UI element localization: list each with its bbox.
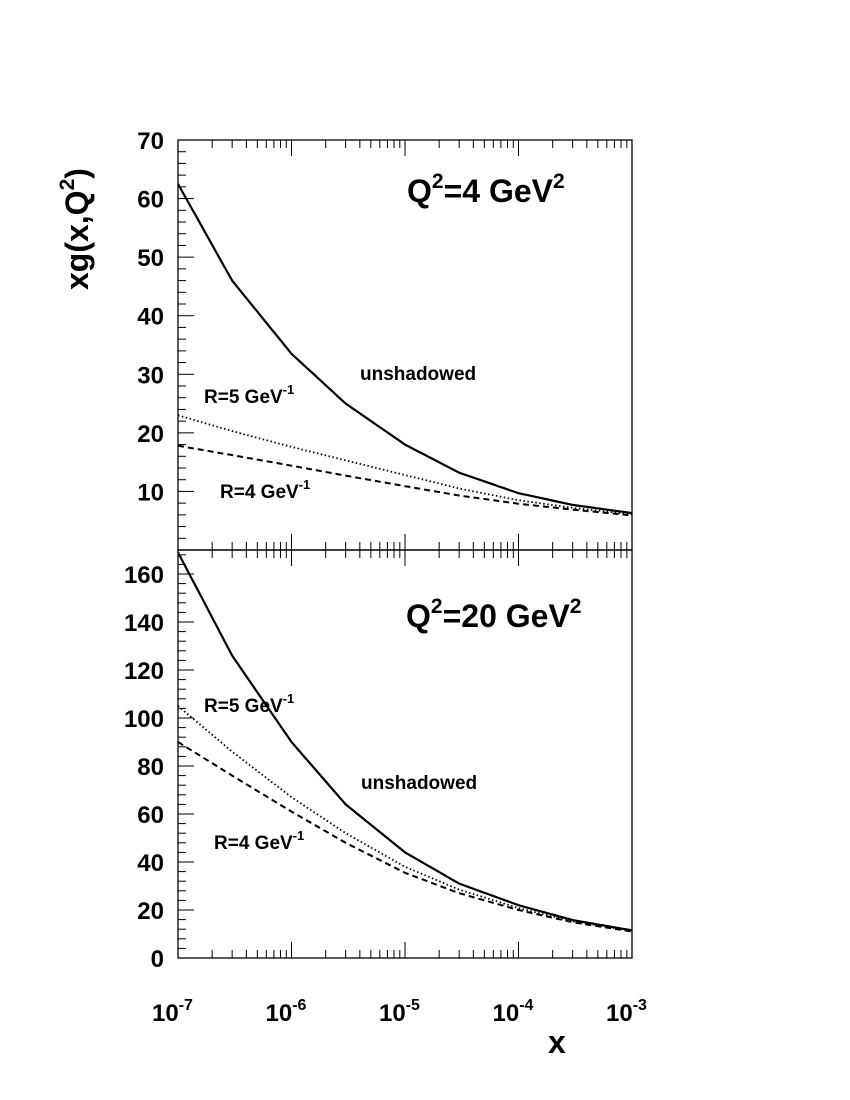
top-y-tick-label: 40	[137, 304, 164, 331]
bottom-series-dashed	[178, 741, 632, 933]
top-series-dotted	[178, 414, 632, 516]
top-y-tick-label: 70	[137, 128, 164, 155]
bottom-y-tick-label: 0	[151, 946, 164, 973]
x-tick-label: 10-5	[379, 997, 420, 1027]
top-y-tick-label: 50	[137, 245, 164, 272]
top-y-ticks: 10 20 30 40 50 60 70	[137, 128, 194, 551]
x-tick-label: 10-3	[606, 997, 647, 1027]
top-panel-title: Q2=4 GeV2	[407, 170, 565, 209]
bottom-panel-title: Q2=20 GeV2	[406, 595, 581, 634]
bottom-y-tick-label: 160	[124, 562, 164, 589]
bottom-y-tick-label: 40	[137, 850, 164, 877]
top-r4-label: R=4 GeV-1	[220, 477, 310, 503]
bottom-unshadowed-label: unshadowed	[361, 773, 477, 794]
bottom-series-dotted	[178, 705, 632, 932]
bottom-y-tick-label: 80	[137, 754, 164, 781]
top-x-ticks	[177, 140, 633, 550]
top-series-dashed	[178, 444, 632, 517]
bottom-series-solid	[178, 551, 632, 932]
bottom-y-tick-label: 100	[124, 706, 164, 733]
top-series-solid	[178, 183, 632, 515]
top-y-tick-label: 60	[137, 187, 164, 214]
bottom-r5-label: R=5 GeV-1	[204, 691, 294, 717]
x-axis-title: x	[548, 1024, 566, 1060]
top-y-tick-label: 10	[137, 479, 164, 506]
bottom-y-ticks: 0 20 40 60 80 100 120 140 160	[124, 554, 194, 973]
x-tick-label: 10-4	[493, 997, 534, 1027]
top-y-tick-label: 20	[137, 421, 164, 448]
x-tick-label: 10-7	[152, 997, 193, 1027]
top-r5-label: R=5 GeV-1	[204, 382, 294, 408]
y-axis-title: xg(x,Q2)	[56, 168, 95, 290]
x-tick-labels: 10-7 10-6 10-5 10-4 10-3	[152, 997, 647, 1027]
top-unshadowed-label: unshadowed	[360, 364, 476, 385]
bottom-y-tick-label: 120	[124, 658, 164, 685]
bottom-r4-label: R=4 GeV-1	[214, 828, 304, 854]
bottom-y-tick-label: 60	[137, 802, 164, 829]
bottom-x-ticks	[177, 550, 633, 958]
top-y-tick-label: 30	[137, 362, 164, 389]
bottom-y-tick-label: 140	[124, 610, 164, 637]
x-tick-label: 10-6	[266, 997, 307, 1027]
top-panel: 10 20 30 40 50 60 70	[137, 128, 633, 551]
bottom-y-tick-label: 20	[137, 898, 164, 925]
